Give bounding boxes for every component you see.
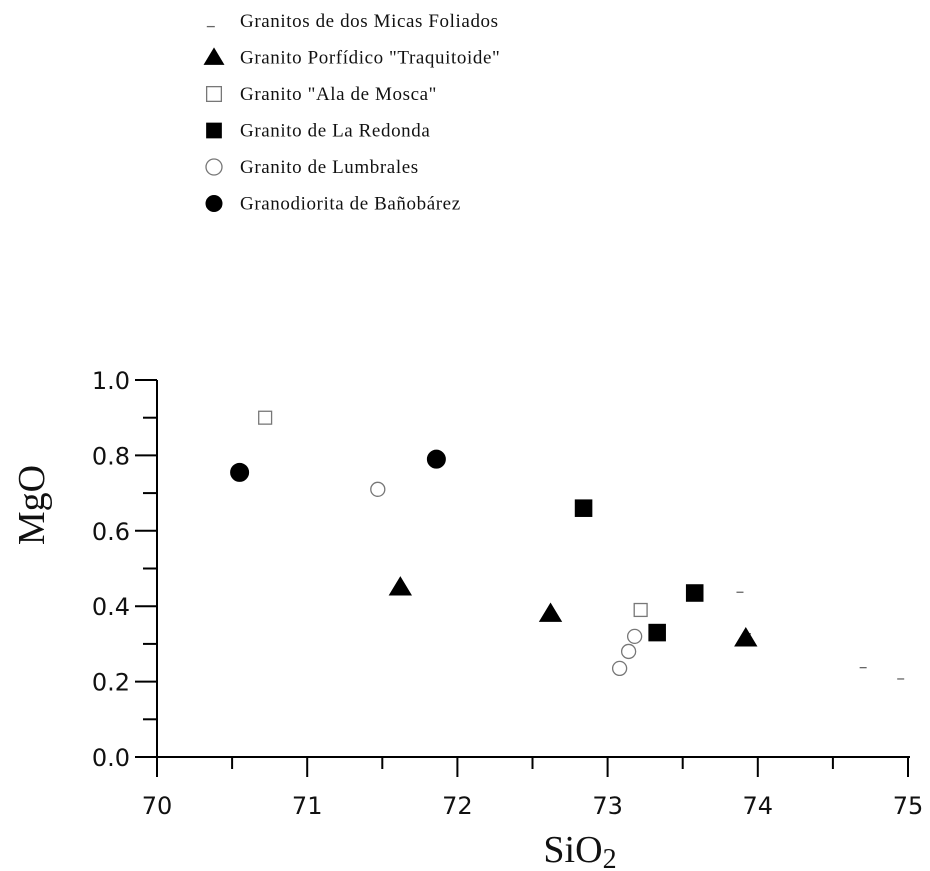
y-axis-title: MgO (11, 465, 53, 545)
legend-label: Granitos de dos Micas Foliados (240, 11, 499, 32)
data-point (230, 462, 250, 482)
legend-label: Granito de La Redonda (240, 121, 430, 142)
data-point (388, 576, 413, 596)
data-point (626, 628, 643, 645)
y-tick-label: 0.8 (92, 442, 130, 470)
data-point (258, 410, 273, 425)
y-tick-label: 0.6 (92, 518, 130, 546)
y-tick-label: 1.0 (92, 367, 130, 395)
y-tick-label: 0.0 (92, 744, 130, 772)
legend-marker (206, 122, 222, 139)
data-point (633, 602, 648, 618)
data-point (648, 623, 666, 642)
data-point (685, 584, 704, 602)
x-tick-label: 72 (442, 792, 473, 820)
legend: Granitos de dos Micas Foliados Granito Po… (203, 11, 500, 215)
x-axis-title: SiO2 (543, 829, 616, 871)
legend-marker (205, 195, 223, 212)
y-tick-label: 0.2 (92, 669, 130, 697)
x-axis-title-main: SiO (543, 829, 602, 871)
legend-label: Granito Porfídico "Traquitoide" (240, 48, 500, 69)
legend-marker (205, 85, 223, 103)
y-tick-label: 0.4 (92, 593, 130, 621)
x-tick-label: 73 (592, 792, 623, 820)
x-tick-label: 74 (743, 792, 774, 820)
data-point (426, 449, 446, 469)
tick-labels: 0.0 0.2 0.4 0.6 0.8 1.0 70 71 72 73 74 75 (92, 367, 923, 820)
legend-label: Granodiorita de Bañobárez (240, 194, 461, 215)
data-point (611, 660, 628, 677)
legend-marker (203, 47, 225, 65)
x-tick-label: 70 (142, 792, 173, 820)
legend-label: Granito "Ala de Mosca" (240, 84, 437, 105)
axes (135, 379, 910, 777)
legend-marker (205, 158, 223, 176)
x-tick-label: 75 (893, 792, 924, 820)
data-point (370, 481, 386, 497)
x-axis-title-subscript: 2 (603, 844, 617, 871)
data-point (734, 627, 758, 647)
data-point (538, 602, 563, 622)
data-point (574, 499, 593, 517)
data-points (230, 410, 905, 680)
legend-label: Granito de Lumbrales (240, 157, 419, 178)
data-point (620, 643, 637, 660)
x-tick-label: 71 (292, 792, 323, 820)
